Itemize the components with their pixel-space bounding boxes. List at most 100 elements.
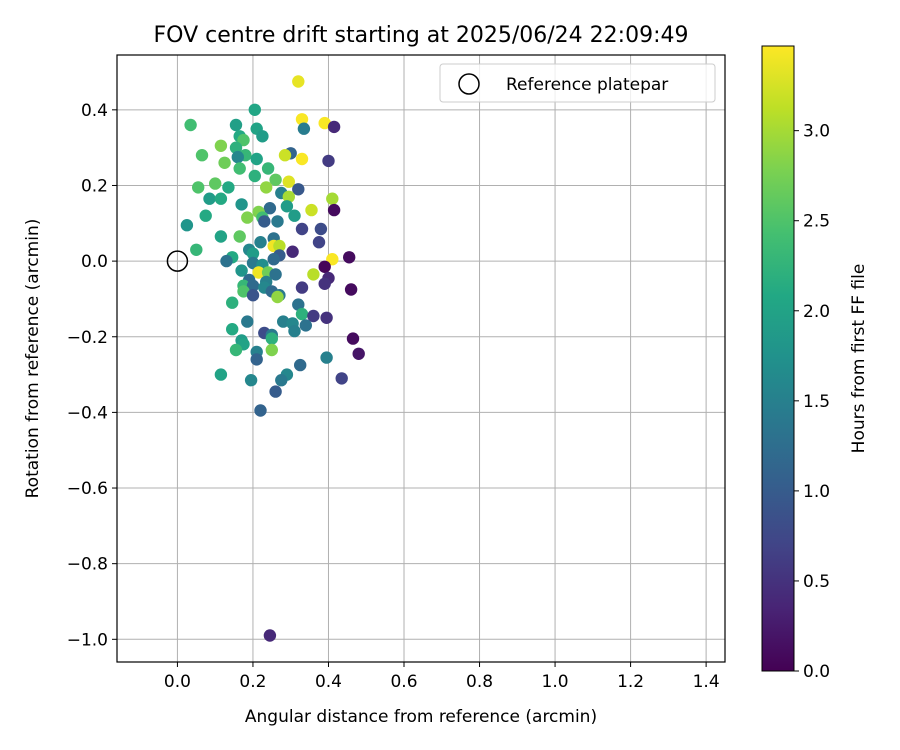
data-point [277,315,290,328]
x-tick-label: 0.6 [390,672,417,692]
colorbar-gradient [761,45,795,672]
data-point [295,222,309,236]
data-point [282,175,295,188]
data-point [190,243,203,256]
data-point [273,239,286,253]
data-point [320,351,333,364]
data-point [237,285,250,298]
y-axis: −1.0 −0.8 −0.6 −0.4 −0.2 0.0 0.2 0.4 [67,101,117,650]
data-point [246,256,260,270]
data-point [214,139,228,152]
data-point [305,203,318,217]
y-tick-label: 0.4 [81,101,108,121]
data-point [229,118,243,132]
data-point [235,264,248,277]
reference-marker-layer [166,250,189,272]
data-point [218,156,231,169]
colorbar-tick-label: 1.5 [803,392,830,412]
y-tick-label: −1.0 [67,630,108,650]
data-point [286,245,299,258]
data-point [231,150,244,164]
data-point [261,162,275,175]
data-point [258,215,271,228]
data-point [271,215,284,228]
legend-box [439,63,716,103]
data-point [226,323,239,336]
data-point [275,374,288,387]
colorbar-ticks: 0.0 0.5 1.0 1.5 2.0 2.5 3.0 [794,122,830,682]
data-point [241,315,254,328]
data-point [294,358,307,372]
data-point [229,141,243,154]
data-point [250,353,263,366]
data-point [203,192,216,205]
data-point [254,236,267,249]
data-point [288,209,301,222]
y-tick-label: 0.0 [81,252,108,272]
y-tick-label: −0.6 [67,479,108,499]
data-point [250,152,263,166]
data-point [220,254,233,268]
colorbar-tick-label: 1.0 [803,482,830,502]
colorbar-label: Hours from first FF file [849,264,869,454]
colorbar: 0.0 0.5 1.0 1.5 2.0 2.5 3.0 Hours from first F… [761,45,869,682]
data-point [344,283,358,296]
chart-title: FOV centre drift starting at 2025/06/24 … [154,23,689,48]
data-point [269,268,282,281]
data-point [271,290,284,304]
data-point [320,311,333,324]
data-point [195,149,209,162]
x-tick-label: 0.0 [164,672,191,692]
x-tick-label: 0.8 [466,672,493,692]
points-layer [180,75,365,642]
y-tick-label: −0.2 [67,328,108,348]
data-point [246,279,260,292]
data-point [352,347,365,360]
data-point [229,343,243,357]
data-point [295,281,309,294]
data-point [199,209,212,222]
data-point [256,130,269,143]
data-point [288,324,301,338]
data-point [180,219,194,232]
data-point [267,253,280,266]
data-point [233,230,246,243]
data-point [226,296,239,309]
x-tick-label: 0.4 [315,672,342,692]
data-point [241,211,254,224]
data-point [252,266,265,279]
data-point [282,190,295,203]
data-point [233,162,246,175]
data-point [307,268,320,281]
data-point [280,200,294,213]
data-point [235,198,248,211]
x-axis-label: Angular distance from reference (arcmin) [245,707,597,727]
data-point [269,385,282,398]
data-point [292,298,305,311]
data-point [246,247,260,260]
data-point [318,116,331,130]
data-point [246,289,260,302]
x-axis: 0.0 0.2 0.4 0.6 0.8 1.0 1.2 1.4 [164,662,720,692]
data-point [254,404,267,417]
colorbar-tick-label: 2.0 [803,302,830,322]
data-point [292,75,305,88]
data-point [260,181,273,194]
data-point [209,177,222,190]
data-point [295,307,309,321]
y-axis-label: Rotation from reference (arcmin) [23,219,43,499]
data-point [346,332,360,345]
data-point [322,154,335,168]
data-point [299,319,312,332]
x-tick-label: 1.4 [693,672,720,692]
data-point [326,253,339,266]
data-point [248,103,261,117]
data-point [263,629,277,642]
data-point [297,122,311,135]
data-point [295,113,309,126]
data-point [326,192,339,205]
y-tick-label: −0.4 [67,403,108,423]
y-tick-label: 0.2 [81,176,108,196]
